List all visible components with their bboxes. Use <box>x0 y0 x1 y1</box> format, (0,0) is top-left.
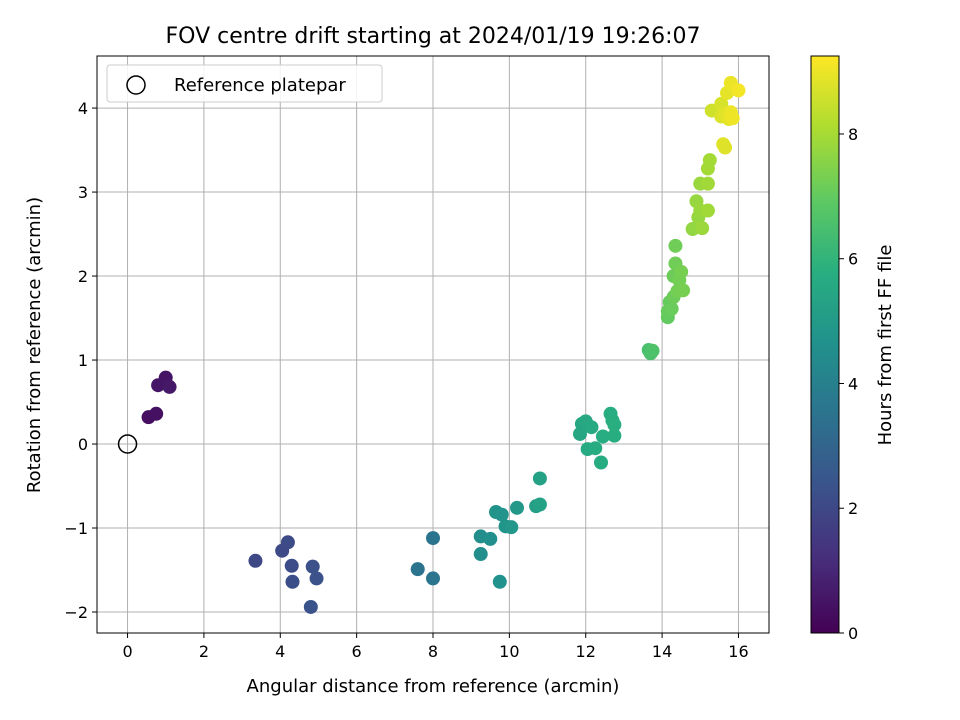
data-point <box>426 571 440 586</box>
colorbar-ticks: 0 2 4 6 8 <box>839 125 858 643</box>
y-tick-label: 4 <box>78 99 88 118</box>
data-point <box>280 535 295 550</box>
x-axis-label: Angular distance from reference (arcmin) <box>247 676 620 697</box>
data-point <box>473 547 488 562</box>
data-point <box>285 574 300 589</box>
colorbar-label: Hours from first FF file <box>875 245 896 446</box>
data-point <box>284 558 299 573</box>
data-point <box>607 417 622 432</box>
data-point <box>588 441 603 456</box>
data-point <box>595 429 610 444</box>
data-point <box>309 571 324 586</box>
colorbar-tick-label: 0 <box>848 624 858 643</box>
x-tick-label: 12 <box>576 642 596 661</box>
data-point <box>584 420 599 435</box>
data-point <box>151 378 166 393</box>
y-tick-label: −1 <box>64 519 88 538</box>
data-point <box>594 455 608 470</box>
data-point <box>674 264 689 279</box>
data-points <box>117 75 746 614</box>
reference-marker <box>117 434 138 454</box>
data-point <box>664 301 679 316</box>
legend-marker-reference <box>126 75 146 95</box>
x-tick-label: 16 <box>728 642 748 661</box>
data-point <box>494 507 509 522</box>
data-point <box>305 559 320 574</box>
data-point <box>700 176 715 191</box>
data-point <box>149 406 164 421</box>
data-point <box>492 574 507 589</box>
data-point <box>483 531 498 546</box>
data-point <box>303 599 318 614</box>
data-point <box>532 471 547 486</box>
y-tick-label: 1 <box>78 351 88 370</box>
plot-frame <box>96 55 770 634</box>
data-point <box>718 140 733 155</box>
y-axis-label: Rotation from reference (arcmin) <box>24 197 45 493</box>
legend-box <box>106 64 383 103</box>
colorbar-tick-label: 2 <box>848 499 858 518</box>
colorbar-tick-label: 8 <box>848 125 858 144</box>
legend: Reference platepar <box>106 64 383 103</box>
x-tick-label: 14 <box>652 642 672 661</box>
x-tick-label: 2 <box>199 642 209 661</box>
data-point <box>702 153 717 168</box>
data-point <box>700 203 715 218</box>
x-tick-label: 0 <box>122 642 132 661</box>
colorbar-tick-label: 6 <box>848 250 858 269</box>
data-point <box>248 553 263 568</box>
x-tick-label: 6 <box>352 642 362 661</box>
data-point <box>731 83 746 98</box>
x-tick-label: 4 <box>275 642 285 661</box>
colorbar-tick-label: 4 <box>848 374 858 393</box>
colorbar: 0 2 4 6 8 Hours from first FF file <box>810 55 896 643</box>
chart-title: FOV centre drift starting at 2024/01/19 … <box>166 24 701 49</box>
data-point <box>510 500 524 515</box>
colorbar-gradient <box>810 55 840 634</box>
y-tick-label: 0 <box>78 435 88 454</box>
data-point <box>645 343 660 358</box>
data-point <box>426 531 440 546</box>
data-point <box>607 428 622 443</box>
data-point <box>668 238 683 253</box>
legend-label-reference: Reference platepar <box>174 75 346 96</box>
x-tick-label: 8 <box>428 642 438 661</box>
data-point <box>695 221 710 236</box>
y-tick-label: 2 <box>78 267 88 286</box>
x-tick-label: 10 <box>499 642 519 661</box>
data-point <box>676 283 691 298</box>
data-point <box>504 520 519 535</box>
grid <box>97 56 769 633</box>
data-point <box>162 379 177 394</box>
data-point <box>410 562 425 577</box>
y-tick-label: −2 <box>64 603 88 622</box>
data-point <box>725 111 740 126</box>
y-tick-label: 3 <box>78 183 88 202</box>
data-point <box>532 497 547 512</box>
